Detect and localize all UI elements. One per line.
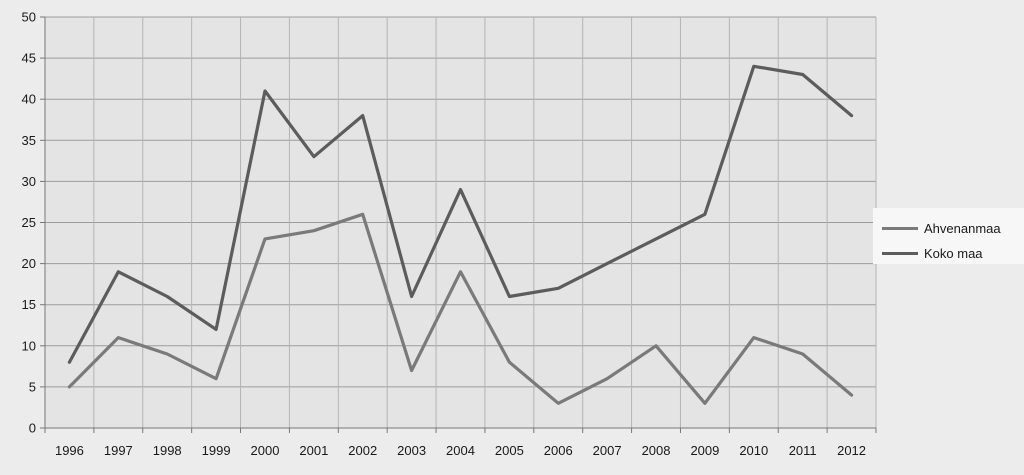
x-tick-label: 1999 <box>202 443 231 458</box>
y-tick-label: 50 <box>22 10 36 25</box>
y-tick-label: 30 <box>22 174 36 189</box>
x-tick-label: 2011 <box>789 443 817 458</box>
legend-item-koko-maa: Koko maa <box>873 245 983 261</box>
legend-swatch <box>882 226 918 230</box>
y-tick-label: 20 <box>22 256 36 271</box>
x-tick-label: 2006 <box>544 443 573 458</box>
y-tick-label: 35 <box>22 133 36 148</box>
y-tick-label: 45 <box>22 51 36 66</box>
legend-item-ahvenanmaa: Ahvenanmaa <box>873 220 1001 236</box>
x-tick-label: 2001 <box>299 443 328 458</box>
x-tick-label: 2010 <box>739 443 768 458</box>
y-tick-label: 5 <box>29 379 36 394</box>
legend-label: Ahvenanmaa <box>924 220 1001 236</box>
y-tick-label: 40 <box>22 92 36 107</box>
x-tick-label: 1998 <box>153 443 182 458</box>
x-tick-label: 2004 <box>446 443 475 458</box>
y-tick-label: 10 <box>22 338 36 353</box>
x-tick-label: 1996 <box>55 443 84 458</box>
series-line-ahvenanmaa <box>67 212 854 405</box>
x-tick-label: 2008 <box>642 443 671 458</box>
y-tick-label: 15 <box>22 297 36 312</box>
y-tick-label: 0 <box>29 421 36 436</box>
x-tick-label: 2002 <box>348 443 377 458</box>
legend: Ahvenanmaa Koko maa <box>873 208 1024 264</box>
legend-label: Koko maa <box>924 245 983 261</box>
x-tick-label: 1997 <box>104 443 133 458</box>
y-tick-label: 25 <box>22 215 36 230</box>
x-tick-label: 2000 <box>251 443 280 458</box>
x-tick-label: 2012 <box>837 443 866 458</box>
x-tick-label: 2005 <box>495 443 524 458</box>
x-tick-label: 2007 <box>593 443 622 458</box>
x-tick-label: 2009 <box>690 443 719 458</box>
x-tick-label: 2003 <box>397 443 426 458</box>
series-line-koko-maa <box>67 64 854 364</box>
legend-swatch <box>882 251 918 255</box>
